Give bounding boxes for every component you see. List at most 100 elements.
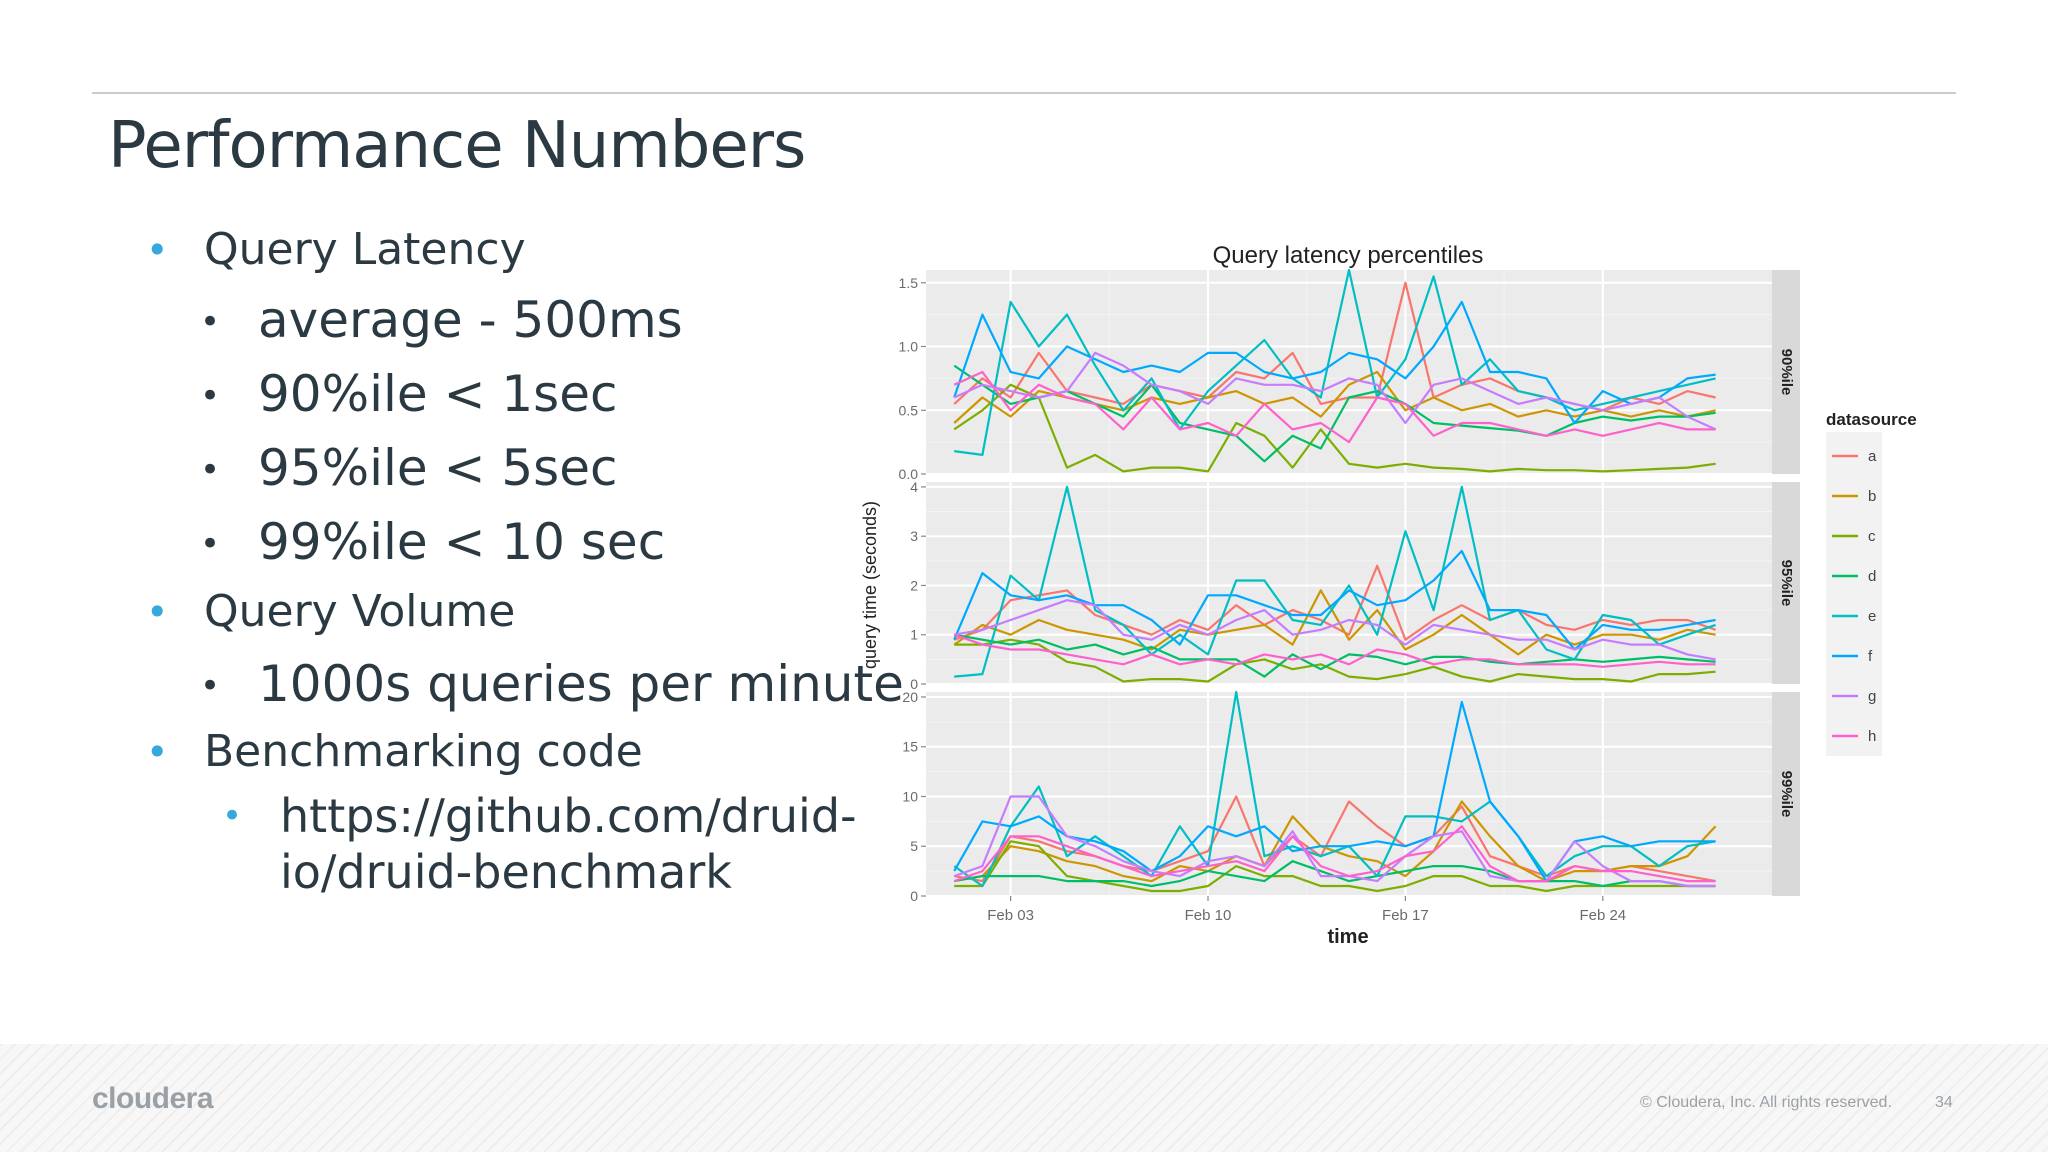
bullet-item: • average - 500ms (200, 290, 683, 350)
bullet-dot: • (200, 524, 221, 564)
facet-strip-label: 90%ile (1778, 349, 1795, 396)
bullet-list: • Query Latency • average - 500ms • 90%ile … (0, 0, 904, 1152)
legend-label: f (1868, 648, 1873, 665)
facet-strip (1772, 270, 1800, 474)
bullet-item: • 1000s queries per minute (200, 654, 904, 714)
legend-label: h (1868, 728, 1876, 745)
series-line-g (953, 795, 1716, 888)
bullet-text: Benchmarking code (204, 726, 643, 777)
bullet-dot: • (200, 666, 221, 706)
cloudera-logo: cloudera (92, 1082, 214, 1115)
page-number: 34 (1935, 1094, 1953, 1111)
bullet-dot: • (200, 450, 221, 490)
y-tick-label: 20 (902, 689, 918, 705)
latency-chart: Query latency percentiles 0.0 0.5 1.0 1.5 90… (860, 230, 1940, 970)
y-axis-title: query time (seconds) (860, 501, 880, 669)
x-tick-label: Feb 10 (1185, 907, 1232, 924)
bullet-text: io/druid-benchmark (280, 845, 732, 899)
bullet-dot: • (222, 796, 243, 836)
bullet-item: • 95%ile < 5sec (200, 438, 617, 498)
bullet-item: • Query Volume (146, 584, 515, 640)
legend-label: e (1868, 608, 1876, 625)
series-line-f (953, 549, 1716, 651)
legend-item-h: h (1832, 728, 1876, 745)
bullet-item: • https://github.com/druid- (222, 788, 857, 844)
y-tick-label: 5 (910, 838, 918, 854)
bullet-item-continuation: io/druid-benchmark (222, 844, 732, 900)
bullet-dot: • (146, 228, 169, 272)
bullet-text: 1000s queries per minute (258, 655, 904, 713)
legend-label: c (1868, 528, 1876, 545)
bullet-dot: • (146, 590, 169, 634)
legend-label: g (1868, 688, 1876, 705)
latency-chart-svg: Query latency percentiles 0.0 0.5 1.0 1.5 90… (860, 242, 1917, 948)
series-line-h (953, 370, 1716, 444)
footer-band (0, 1044, 2048, 1152)
legend-label: b (1868, 488, 1876, 505)
facet-strip-label: 95%ile (1778, 560, 1795, 607)
bullet-text: Query Latency (204, 224, 526, 275)
legend-item-a: a (1832, 448, 1877, 465)
legend-item-e: e (1832, 608, 1876, 625)
bullet-text: 95%ile < 5sec (258, 439, 618, 497)
facet-strip (1772, 692, 1800, 896)
bullet-text: 90%ile < 1sec (258, 365, 618, 423)
y-tick-label: 2 (910, 577, 918, 593)
x-tick-label: Feb 03 (987, 907, 1034, 924)
series-line-h (953, 825, 1716, 883)
legend-title: datasource (1826, 410, 1917, 429)
y-tick-label: 15 (902, 739, 918, 755)
bullet-text: average - 500ms (258, 291, 683, 349)
slide-title: Performance Numbers (108, 109, 806, 183)
y-tick-label: 1.5 (899, 275, 919, 291)
y-tick-label: 1 (910, 627, 918, 643)
series-line-b (953, 589, 1716, 656)
series-line-c (954, 840, 1716, 893)
series-line-d (954, 633, 1716, 678)
legend-item-b: b (1832, 488, 1876, 505)
y-tick-label: 0.0 (899, 466, 919, 482)
facet-panel-90%ile: 0.0 0.5 1.0 1.5 90%ile (899, 268, 1800, 482)
bullet-text: 99%ile < 10 sec (258, 513, 666, 571)
bullet-text: https://github.com/druid- (280, 789, 857, 843)
legend-item-f: f (1832, 648, 1873, 665)
bullet-text: Query Volume (204, 586, 516, 637)
facet-strip (1772, 482, 1800, 684)
series-line-f (953, 700, 1716, 883)
x-axis-title: time (1327, 926, 1368, 948)
top-rule (92, 92, 1956, 94)
x-tick-label: Feb 24 (1579, 907, 1626, 924)
bullet-item: • Benchmarking code (146, 724, 643, 780)
y-tick-label: 10 (902, 788, 918, 804)
series-line-c (954, 638, 1716, 683)
legend-label: d (1868, 568, 1876, 585)
chart-title: Query latency percentiles (1213, 242, 1484, 269)
series-line-c (953, 383, 1716, 473)
series-line-d (953, 364, 1716, 463)
legend-item-g: g (1832, 688, 1876, 705)
facet-panel-95%ile: 0 1 2 3 4 95%ile (910, 479, 1800, 692)
y-tick-label: 0.5 (899, 402, 919, 418)
y-tick-label: 1.0 (899, 339, 919, 355)
copyright-text: © Cloudera, Inc. All rights reserved. (1640, 1094, 1892, 1111)
x-tick-label: Feb 17 (1382, 907, 1429, 924)
series-line-g (954, 599, 1716, 661)
legend-item-d: d (1832, 568, 1876, 585)
bullet-dot: • (200, 302, 221, 342)
legend-item-c: c (1832, 528, 1876, 545)
legend-label: a (1868, 448, 1877, 465)
facet-strip-label: 99%ile (1778, 771, 1795, 818)
bullet-dot: • (200, 376, 221, 416)
series-line-e (953, 690, 1716, 888)
y-tick-label: 0 (910, 676, 918, 692)
series-line-h (953, 633, 1716, 668)
y-tick-label: 0 (910, 888, 918, 904)
y-tick-label: 4 (910, 479, 918, 495)
bullet-dot: • (146, 730, 169, 774)
bullet-item: • 99%ile < 10 sec (200, 512, 665, 572)
bullet-item: • 90%ile < 1sec (200, 364, 617, 424)
series-line-g (953, 351, 1717, 431)
bullet-item: • Query Latency (146, 222, 526, 278)
y-tick-label: 3 (910, 528, 918, 544)
panel-background (926, 270, 1772, 474)
